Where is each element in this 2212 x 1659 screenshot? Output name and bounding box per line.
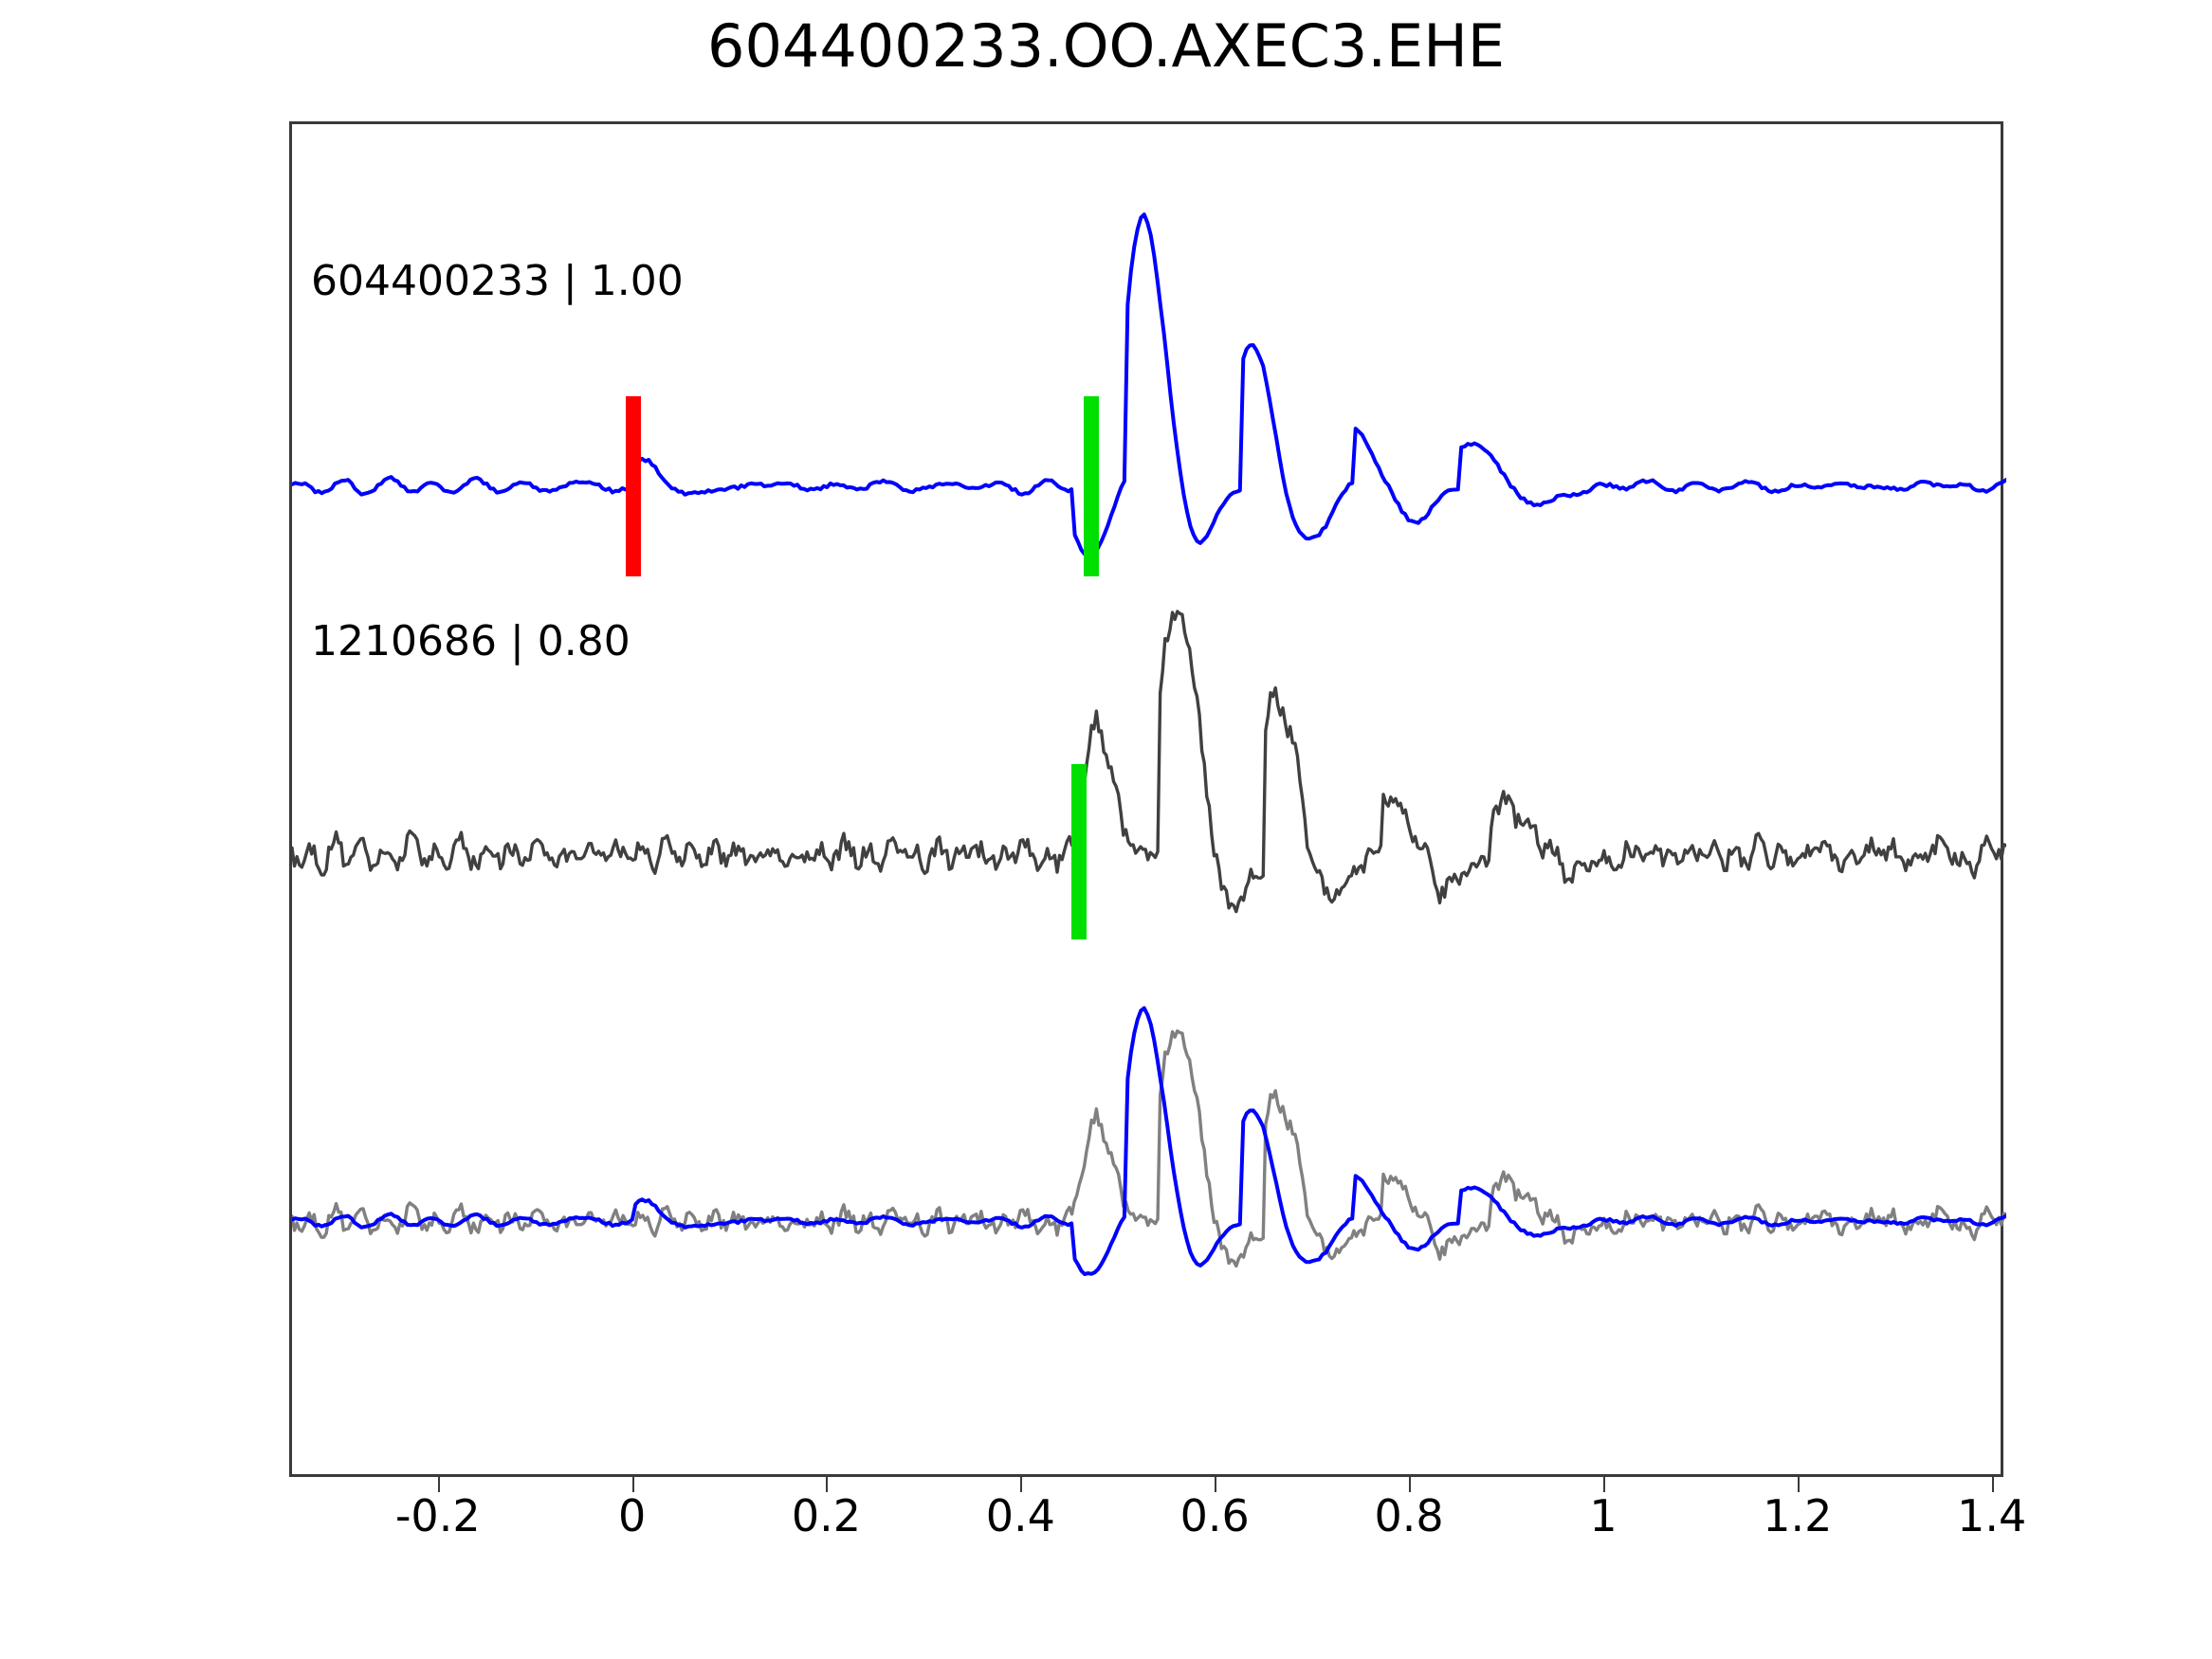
p-pick-marker-604400233 xyxy=(626,396,641,576)
x-tick-label: 0 xyxy=(617,1490,647,1541)
x-tick-label: 0.8 xyxy=(1374,1490,1444,1541)
waveform-canvas xyxy=(292,212,2006,1277)
x-tick-label: 0.6 xyxy=(1179,1490,1250,1541)
trace-label-604400233: 604400233 | 1.00 xyxy=(311,257,684,305)
x-tick-mark xyxy=(1797,1477,1800,1492)
waveform-1210686 xyxy=(292,610,2006,914)
x-tick-mark xyxy=(1409,1477,1412,1492)
figure-title: 604400233.OO.AXEC3.EHE xyxy=(707,11,1505,81)
s-pick-marker-1210686 xyxy=(1071,764,1087,939)
x-tick-label: 1.2 xyxy=(1763,1490,1833,1541)
x-tick-label: 0.2 xyxy=(791,1490,862,1541)
x-tick-mark xyxy=(631,1477,634,1492)
x-tick-label: 1.4 xyxy=(1957,1490,2027,1541)
x-tick-label: -0.2 xyxy=(394,1490,481,1541)
x-tick-label: 1 xyxy=(1589,1490,1618,1541)
plot-axes: 604400233 | 1.00 1210686 | 0.80 xyxy=(289,121,2006,1477)
x-tick-label: 0.4 xyxy=(985,1490,1055,1541)
x-tick-mark xyxy=(826,1477,829,1492)
x-tick-mark xyxy=(1215,1477,1217,1492)
waveform-604400233 xyxy=(292,212,2006,556)
x-tick-mark xyxy=(1991,1477,1994,1492)
x-tick-mark xyxy=(1020,1477,1023,1492)
s-pick-marker-604400233 xyxy=(1084,396,1099,576)
overlay-waveform-604400233 xyxy=(292,1006,2006,1277)
overlay-waveform-1210686 xyxy=(292,1029,2006,1268)
x-tick-mark xyxy=(1602,1477,1605,1492)
trace-label-1210686: 1210686 | 0.80 xyxy=(311,617,631,665)
x-tick-mark xyxy=(437,1477,440,1492)
